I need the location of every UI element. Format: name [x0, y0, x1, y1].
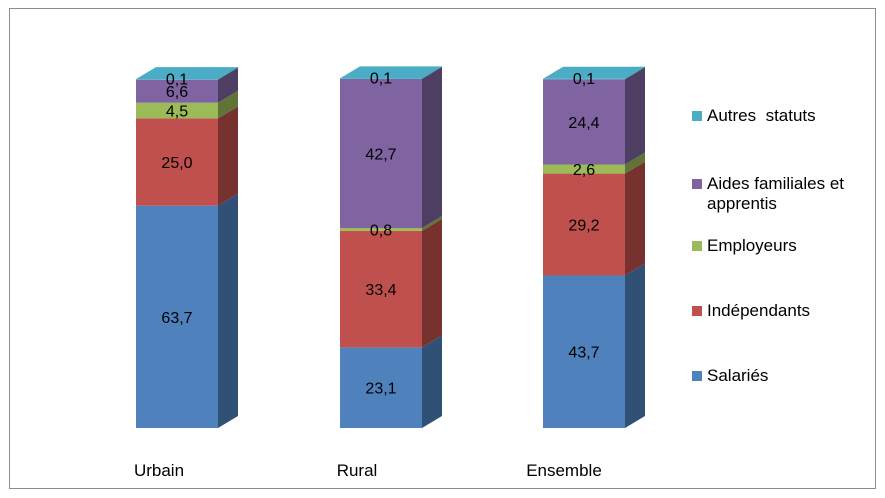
bar-segment-side: [625, 263, 645, 428]
bar-segment-side: [422, 67, 442, 229]
legend-swatch: [692, 111, 702, 121]
bar-segment-side: [625, 66, 645, 80]
legend-label: Salariés: [707, 366, 769, 385]
legend-item: Salariés: [692, 366, 768, 386]
legend-label: Indépendants: [707, 301, 811, 320]
bar-segment-side: [218, 67, 238, 80]
bar-segment: [340, 230, 422, 348]
bar-segment: [340, 228, 422, 231]
bar-segment: [543, 78, 625, 80]
bar-segment-side: [218, 90, 238, 119]
data-label: 0,1: [370, 71, 392, 88]
bar-segment: [340, 347, 422, 428]
bar-segment-side: [422, 66, 442, 79]
data-label: 6,6: [166, 84, 188, 101]
data-label: 0,1: [573, 71, 595, 88]
data-label: 2,6: [573, 162, 595, 179]
bar-segment-side: [218, 106, 238, 206]
bar-top: [340, 66, 442, 79]
legend-swatch: [692, 241, 702, 251]
chart-frame: 63,7 25,0 4,5 6,6 0,1 23,1 33,4 0,8 42,7 0,1 43,7 2…: [9, 8, 876, 489]
legend-item: Autres statuts: [692, 106, 816, 126]
legend-swatch: [692, 371, 702, 381]
bar-segment: [136, 102, 218, 119]
bar-segment-side: [218, 193, 238, 428]
data-label: 29,2: [568, 218, 599, 235]
category-label: Urbain: [134, 461, 184, 480]
legend-item: Indépendants: [692, 301, 810, 321]
legend-item: Employeurs: [692, 236, 797, 256]
bar-segment: [136, 205, 218, 428]
bar-segment: [340, 79, 422, 229]
legend-item: Aides familiales et apprentis: [692, 174, 885, 214]
legend-label: Employeurs: [707, 236, 797, 255]
legend-label: Autres statuts: [707, 106, 816, 125]
legend-swatch: [692, 179, 702, 189]
bar-top: [543, 66, 645, 79]
data-label: 0,8: [370, 222, 392, 239]
bar-segment: [543, 79, 625, 165]
legend-label: Aides familiales et apprentis: [707, 174, 849, 213]
bar-segment-side: [625, 161, 645, 276]
data-label: 63,7: [161, 310, 192, 327]
legend-swatch: [692, 306, 702, 316]
data-label: 4,5: [166, 104, 188, 121]
bar-segment-side: [625, 152, 645, 174]
bar-segment-side: [422, 216, 442, 231]
bar-segment-side: [422, 335, 442, 428]
bar-segment-side: [625, 67, 645, 165]
bar-segment-side: [422, 218, 442, 348]
bar-segment-side: [218, 67, 238, 103]
data-label: 42,7: [365, 147, 396, 164]
category-label: Rural: [337, 461, 378, 480]
data-label: 25,0: [161, 155, 192, 172]
stacked-bar-chart: 63,725,04,56,60,123,133,40,842,70,143,72…: [134, 66, 645, 480]
bar-segment: [136, 79, 218, 103]
data-label: 43,7: [568, 345, 599, 362]
bar-segment: [543, 164, 625, 174]
data-label: 0,1: [166, 71, 188, 88]
bar-segment: [340, 78, 422, 79]
category-label: Ensemble: [526, 461, 602, 480]
data-label: 24,4: [568, 115, 599, 132]
bar-segment: [543, 275, 625, 428]
bar-segment: [136, 79, 218, 80]
bar-segment: [136, 118, 218, 206]
data-label: 23,1: [365, 381, 396, 398]
data-label: 33,4: [365, 282, 396, 299]
bar-top: [136, 67, 238, 80]
bar-segment: [543, 173, 625, 276]
